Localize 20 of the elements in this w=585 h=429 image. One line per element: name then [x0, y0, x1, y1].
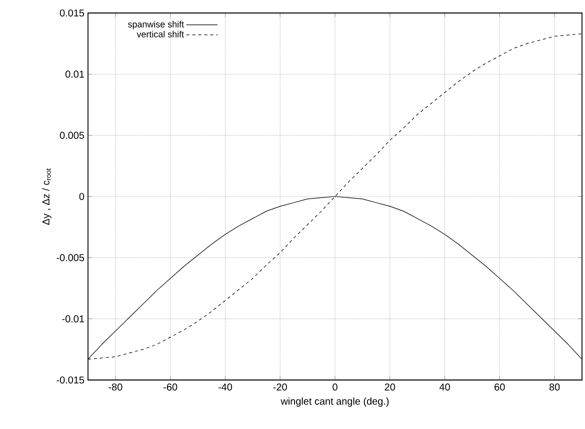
x-tick-label: 20 — [384, 384, 396, 391]
y-tick-label: 0.01 — [65, 70, 84, 78]
y-axis-title: Δy , Δz / c$_{root}$ — [42, 168, 52, 225]
x-tick-label: 60 — [494, 384, 505, 391]
y-tick-label: 0 — [79, 192, 84, 200]
y-tick-label: -0.005 — [56, 254, 84, 262]
x-tick-label: -60 — [164, 384, 178, 391]
legend-label: vertical shift — [136, 30, 184, 38]
x-tick-label: 40 — [439, 384, 450, 391]
x-tick-label: 80 — [549, 384, 560, 391]
y-tick-label: 0.005 — [60, 132, 84, 139]
x-axis-title: winglet cant angle (deg.) — [280, 397, 389, 407]
legend-label: spanwise shift — [128, 20, 184, 30]
x-tick-label: 0 — [332, 384, 338, 391]
y-tick-label: -0.015 — [56, 376, 84, 384]
x-tick-label: -80 — [108, 384, 122, 391]
x-tick-label: -20 — [273, 384, 287, 391]
y-tick-label: 0.015 — [60, 9, 84, 17]
x-tick-label: -40 — [218, 384, 232, 391]
y-tick-label: -0.01 — [62, 315, 84, 322]
